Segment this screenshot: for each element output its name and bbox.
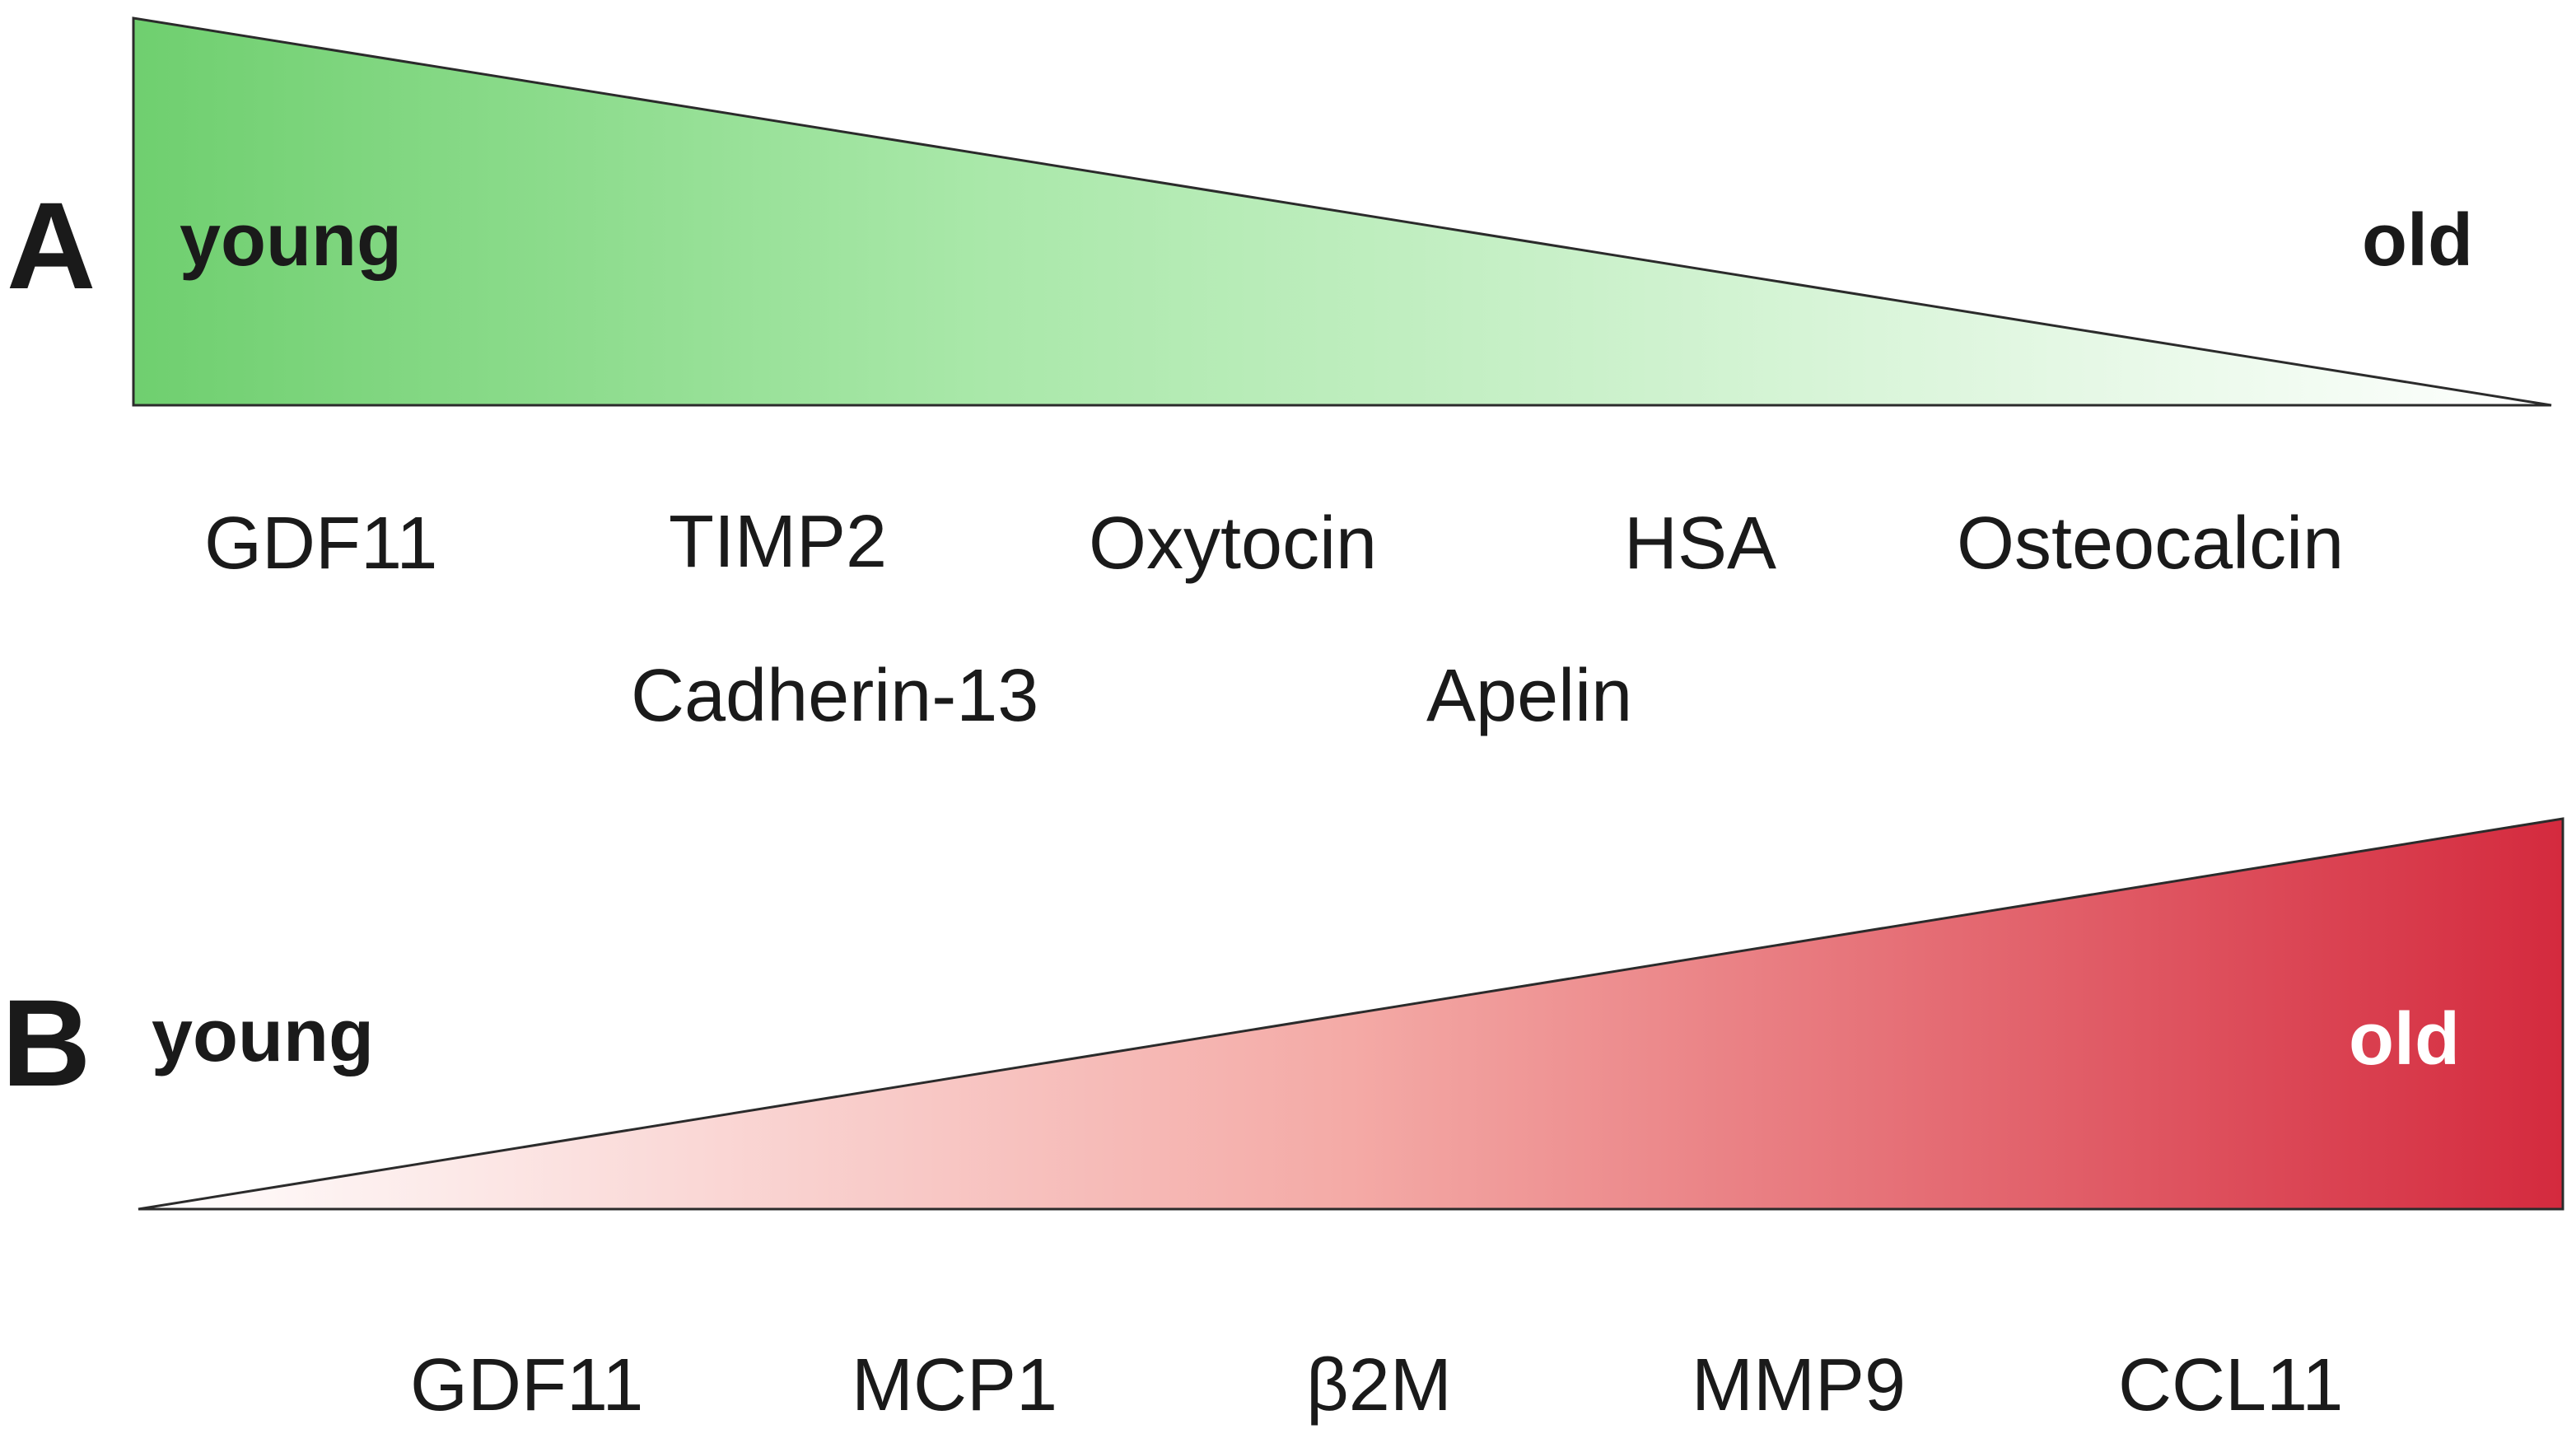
panel-a-old-label: old — [2362, 199, 2473, 282]
panel-b-young-label: young — [152, 995, 374, 1077]
marker-hsa: HSA — [1624, 502, 1776, 585]
marker-b2m: β2M — [1306, 1344, 1452, 1427]
panel-b: B young old GDF11 MCP1 β2M MMP9 CCL11 — [2, 817, 2564, 1427]
marker-osteocalcin: Osteocalcin — [1957, 502, 2344, 585]
marker-mcp1: MCP1 — [852, 1344, 1057, 1427]
marker-apelin: Apelin — [1426, 655, 1632, 737]
panel-a-letter: A — [7, 176, 96, 315]
marker-timp2: TIMP2 — [669, 501, 887, 583]
marker-mmp9: MMP9 — [1692, 1344, 1906, 1427]
rising-triangle-red — [138, 817, 2564, 1211]
marker-gdf11-b: GDF11 — [410, 1344, 643, 1427]
panel-a-young-label: young — [180, 199, 402, 282]
marker-gdf11-a: GDF11 — [204, 502, 437, 585]
marker-cadherin-13: Cadherin-13 — [631, 655, 1038, 737]
panel-b-old-label: old — [2349, 998, 2460, 1081]
panel-b-letter: B — [2, 974, 91, 1112]
marker-ccl11: CCL11 — [2118, 1344, 2343, 1427]
marker-oxytocin: Oxytocin — [1089, 502, 1377, 585]
panel-a: A young old GDF11 TIMP2 Oxytocin HSA Ost… — [7, 16, 2552, 737]
declining-triangle-green — [132, 16, 2552, 407]
